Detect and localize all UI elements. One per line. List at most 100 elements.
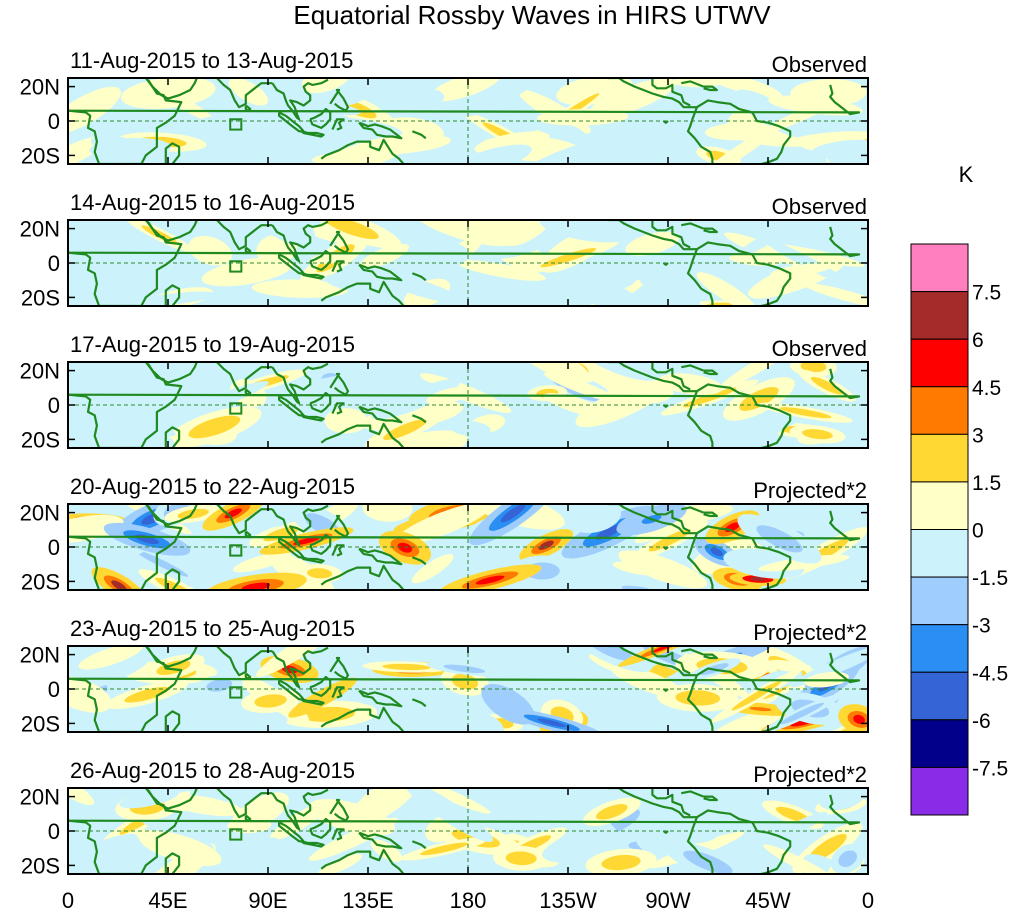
coastline [329, 798, 350, 822]
coastline [309, 107, 332, 129]
coastline [216, 504, 273, 535]
colorbar-level-label: 6 [972, 329, 984, 352]
field-blob-core [601, 854, 641, 871]
coastlines [68, 504, 861, 590]
coastline [244, 388, 252, 396]
field-blob [638, 268, 702, 306]
coastline [68, 368, 861, 400]
field-blob-core [254, 694, 287, 708]
coastline [358, 831, 403, 850]
field-blob [362, 504, 413, 522]
field-blob [730, 220, 815, 260]
coastline [144, 362, 198, 384]
coastline [164, 710, 181, 732]
field-blob-peak [241, 582, 271, 590]
coastline [68, 510, 861, 542]
field-blob [789, 131, 868, 145]
y-tick-label: 20N [20, 785, 60, 810]
panel-label: Observed [772, 194, 867, 219]
coastline [309, 675, 332, 697]
y-tick-label: 20S [21, 427, 60, 452]
coastline [662, 688, 669, 692]
colorbar-level-label: -6 [972, 710, 991, 733]
field-blob [584, 362, 653, 381]
coastline [300, 414, 325, 422]
field-blob-core [383, 419, 427, 440]
field-blob [121, 423, 176, 437]
field-blob [469, 713, 505, 732]
coastline [651, 220, 691, 249]
field-blob-core [420, 842, 469, 856]
field-blob [228, 78, 269, 106]
field-blob-peak [500, 504, 526, 523]
field-blob-peak [538, 540, 554, 550]
field-blob [762, 238, 852, 287]
field-blob [724, 232, 804, 266]
panel-date-range: 26-Aug-2015 to 28-Aug-2015 [70, 758, 355, 783]
coastline [608, 646, 697, 677]
field-blob-core [188, 415, 241, 439]
field-blob [385, 371, 453, 399]
y-tick-label: 20N [20, 217, 60, 242]
coastline [331, 402, 345, 415]
y-tick-label: 0 [48, 251, 60, 276]
colorbar-swatch [910, 243, 969, 293]
reference-box [229, 260, 243, 273]
y-tick-label: 0 [48, 677, 60, 702]
field-blob [464, 78, 543, 117]
field-blob-peak [293, 537, 320, 545]
field-blob [382, 274, 460, 303]
coastline [309, 249, 332, 271]
colorbar-swatch [910, 338, 969, 388]
reference-box [229, 828, 243, 841]
colorbar-swatch [910, 481, 969, 530]
coastline [331, 544, 345, 557]
coastline [331, 260, 345, 273]
y-tick-label: 20N [20, 501, 60, 526]
field-blob [360, 243, 409, 269]
coastline [309, 817, 332, 839]
coastline [608, 504, 697, 535]
panel-3: 20N 0 20S 17-Aug-2015 to 19-Aug-2015 Observe… [20, 332, 869, 452]
coastline [686, 532, 714, 590]
y-tick-label: 20S [21, 853, 60, 878]
field-blob [699, 78, 783, 99]
field-blob [442, 144, 532, 164]
x-tick-label: 45W [745, 888, 790, 913]
reference-box [229, 118, 243, 131]
coastline [320, 280, 405, 306]
coastline [662, 404, 669, 408]
field-blob [568, 504, 622, 533]
y-tick-label: 20N [20, 643, 60, 668]
field-blob [324, 408, 368, 434]
coastline [703, 511, 718, 518]
field-blob-peak [537, 718, 567, 727]
panel-label: Projected*2 [753, 762, 867, 787]
coastline [608, 220, 697, 251]
coastline [244, 246, 252, 254]
field-blob [770, 263, 832, 277]
panel-date-range: 23-Aug-2015 to 25-Aug-2015 [70, 616, 355, 641]
field-blob [404, 788, 494, 843]
coastline [271, 788, 329, 831]
field-blob-peak [749, 707, 772, 712]
field-blob [109, 249, 169, 293]
coastline [331, 686, 345, 699]
panel-5: 20N 0 20S 23-Aug-2015 to 25-Aug-2015 Project… [20, 616, 869, 736]
coastline [662, 546, 669, 550]
coastline [686, 390, 714, 448]
coastline [164, 426, 181, 448]
field-blob [716, 362, 804, 392]
field-blob-core [675, 690, 721, 706]
field-blob [696, 272, 756, 306]
field-blob [90, 135, 160, 163]
x-tick-label: 180 [450, 888, 487, 913]
field-blob [201, 257, 294, 287]
coastline [271, 646, 329, 689]
field-blob [449, 420, 491, 437]
field-blob [593, 434, 646, 448]
coastline [608, 78, 697, 109]
field-blob-core [810, 376, 843, 395]
field-blob [127, 291, 217, 306]
field-blob-peak [111, 580, 127, 590]
